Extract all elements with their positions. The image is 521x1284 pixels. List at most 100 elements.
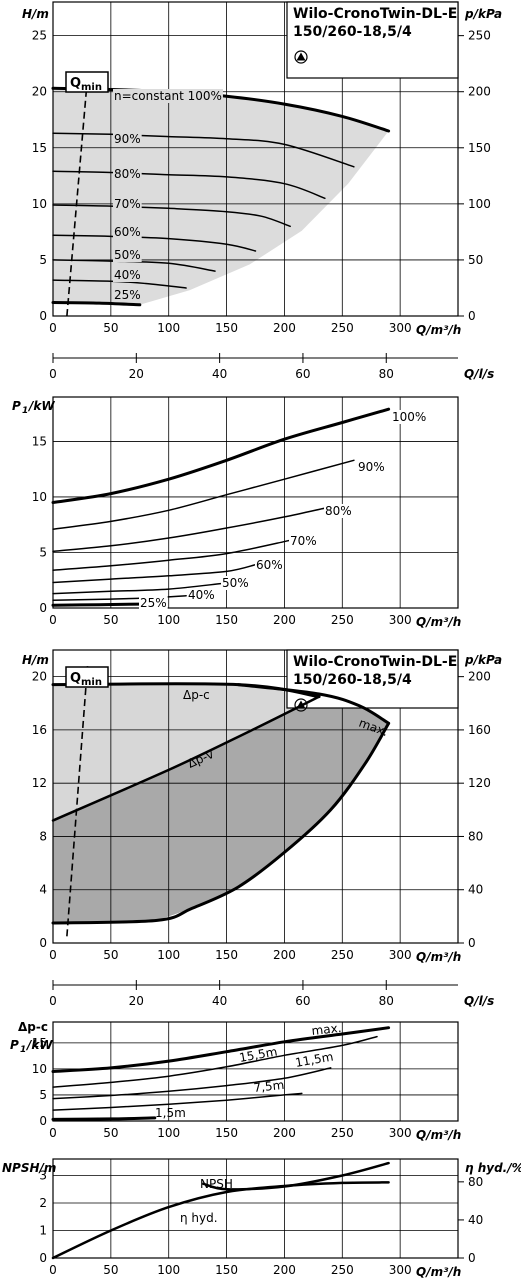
label-bg xyxy=(255,558,284,572)
x-tick-label: 0 xyxy=(49,1263,57,1277)
qmin-subscript: min xyxy=(81,677,102,688)
power-curve-label: 100% xyxy=(392,410,426,424)
label-bg xyxy=(113,89,223,103)
plot-frame xyxy=(52,396,459,609)
y-tick-label: 15 xyxy=(32,141,47,155)
y-tick-label: 20 xyxy=(32,670,47,684)
power-curve xyxy=(52,582,222,595)
npsh-label: NPSH xyxy=(200,1177,233,1191)
x-tick-label: 0 xyxy=(49,321,57,335)
y-tick-label: 0 xyxy=(39,936,47,950)
label-bg xyxy=(324,504,353,518)
y-right-tick-label: 80 xyxy=(468,1175,483,1189)
label-bg xyxy=(113,167,142,181)
dp-c-label: Δp-c xyxy=(183,688,210,702)
speed-curve-label: 50% xyxy=(114,248,141,262)
secondary-x-tick-label: 20 xyxy=(129,994,144,1008)
qmin-label: Q xyxy=(70,671,81,686)
y-right-tick-label: 0 xyxy=(468,309,476,323)
y-tick-label: 10 xyxy=(32,490,47,504)
y-tick-label: 20 xyxy=(32,85,47,99)
x-axis-label: Q/m³/h xyxy=(416,1128,461,1142)
x-tick-label: 250 xyxy=(331,321,354,335)
power-curve xyxy=(51,1026,391,1073)
label-bg xyxy=(113,268,142,282)
y-right-tick-label: 40 xyxy=(468,883,483,897)
secondary-x-tick-label: 80 xyxy=(379,994,394,1008)
label-bg xyxy=(221,576,250,590)
y-right-tick-label: 160 xyxy=(468,723,491,737)
power-curve-label: 15,5m xyxy=(238,1044,278,1064)
plot-frame xyxy=(52,649,459,944)
wilo-logo-ring xyxy=(294,50,308,64)
qmin-box xyxy=(65,666,109,688)
power-curve xyxy=(52,507,326,553)
label-bg xyxy=(139,596,168,610)
speed-curve-label: 40% xyxy=(114,268,141,282)
y-axis-label: H/m xyxy=(22,7,49,21)
x-axis-label: Q/m³/h xyxy=(416,615,461,629)
x-tick-label: 100 xyxy=(157,1263,180,1277)
y-tick-label: 15 xyxy=(32,434,47,448)
x-tick-label: 0 xyxy=(49,1126,57,1140)
power-curve-label: 50% xyxy=(222,576,249,590)
x-tick-label: 200 xyxy=(273,613,296,627)
secondary-x-tick-label: 80 xyxy=(379,367,394,381)
x-tick-label: 200 xyxy=(273,1126,296,1140)
x-tick-label: 200 xyxy=(273,948,296,962)
efficiency-label: η hyd. xyxy=(180,1211,218,1225)
operating-range-area xyxy=(53,88,389,305)
qmin-line xyxy=(66,663,89,937)
x-tick-label: 0 xyxy=(49,948,57,962)
label-bg xyxy=(289,534,318,548)
x-axis-label: Q/m³/h xyxy=(416,323,461,337)
y-axis-label: NPSH/m xyxy=(2,1161,56,1175)
wilo-logo-ring xyxy=(294,698,308,712)
x-tick-label: 250 xyxy=(331,613,354,627)
power-curve xyxy=(52,1067,332,1100)
label-bg xyxy=(113,197,142,211)
power-curve-label: 11,5m xyxy=(294,1049,334,1069)
y-axis-subscript: 1 xyxy=(22,406,28,416)
power-curve-label: 80% xyxy=(325,504,352,518)
power-curve xyxy=(52,595,187,601)
x-tick-label: 50 xyxy=(103,321,118,335)
secondary-x-tick-label: 0 xyxy=(49,994,57,1008)
x-tick-label: 100 xyxy=(157,613,180,627)
secondary-x-tick-label: 60 xyxy=(295,994,310,1008)
y-axis-label-p1: P xyxy=(10,1038,19,1052)
y-tick-label: 8 xyxy=(39,829,47,843)
power-curve-label: 60% xyxy=(256,558,283,572)
power-curve xyxy=(51,602,142,607)
x-tick-label: 200 xyxy=(273,1263,296,1277)
qmin-subscript: min xyxy=(81,82,102,93)
dp-v-area xyxy=(53,696,389,923)
label-bg xyxy=(113,288,142,302)
y-tick-label: 25 xyxy=(32,29,47,43)
power-curve-label: 90% xyxy=(358,460,385,474)
y-tick-label: 12 xyxy=(32,776,47,790)
x-tick-label: 150 xyxy=(215,613,238,627)
x-tick-label: 0 xyxy=(49,613,57,627)
y-tick-label: 10 xyxy=(32,197,47,211)
y-tick-label: 2 xyxy=(39,1196,47,1210)
x-tick-label: 200 xyxy=(273,321,296,335)
speed-curve xyxy=(52,279,187,289)
label-bg xyxy=(357,460,386,474)
label-bg xyxy=(113,225,142,239)
secondary-x-tick-label: 40 xyxy=(212,367,227,381)
secondary-x-axis-label: Q/l/s xyxy=(464,994,494,1008)
label-bg xyxy=(391,410,428,424)
x-tick-label: 300 xyxy=(389,948,412,962)
y-tick-label: 3 xyxy=(39,1169,47,1183)
speed-curve-label: n=constant 100% xyxy=(114,89,222,103)
pump-title: Wilo-CronoTwin-DL-E xyxy=(293,6,457,22)
x-tick-label: 250 xyxy=(331,1263,354,1277)
y-axis-label: Δp-c xyxy=(18,1020,48,1034)
y-right-axis-label: η hyd./% xyxy=(465,1161,521,1175)
x-tick-label: 50 xyxy=(103,613,118,627)
power-curve xyxy=(51,407,391,504)
pump-title: Wilo-CronoTwin-DL-E xyxy=(293,654,457,670)
